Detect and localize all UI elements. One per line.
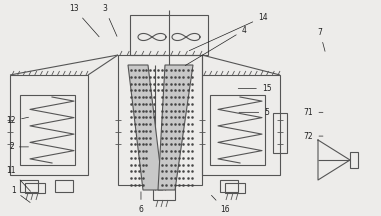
Text: 2: 2 [9, 142, 29, 151]
Bar [225, 183, 245, 193]
Polygon shape [128, 65, 163, 190]
Bar [220, 180, 238, 192]
Text: 11: 11 [7, 166, 30, 191]
Bar [20, 180, 38, 192]
Text: 1: 1 [11, 186, 30, 202]
Text: 13: 13 [69, 4, 99, 37]
Bar [202, 75, 280, 175]
Text: 15: 15 [238, 84, 272, 93]
Bar [153, 185, 175, 200]
Text: 14: 14 [189, 13, 268, 51]
Text: 71: 71 [304, 108, 323, 117]
Text: 72: 72 [304, 132, 323, 141]
Bar [210, 95, 265, 165]
Bar [273, 113, 287, 153]
Text: 16: 16 [211, 195, 230, 214]
Text: 12: 12 [7, 116, 29, 125]
Bar [25, 183, 45, 193]
Text: 7: 7 [318, 28, 325, 51]
Bar [118, 55, 202, 185]
Text: 6: 6 [139, 192, 143, 214]
Bar [10, 75, 88, 175]
Text: 3: 3 [102, 4, 117, 36]
Text: 4: 4 [185, 26, 246, 65]
Polygon shape [158, 65, 193, 190]
Bar [130, 15, 208, 55]
Bar [350, 152, 358, 168]
Bar [20, 95, 75, 165]
Text: 5: 5 [239, 108, 269, 117]
Bar [55, 180, 73, 192]
